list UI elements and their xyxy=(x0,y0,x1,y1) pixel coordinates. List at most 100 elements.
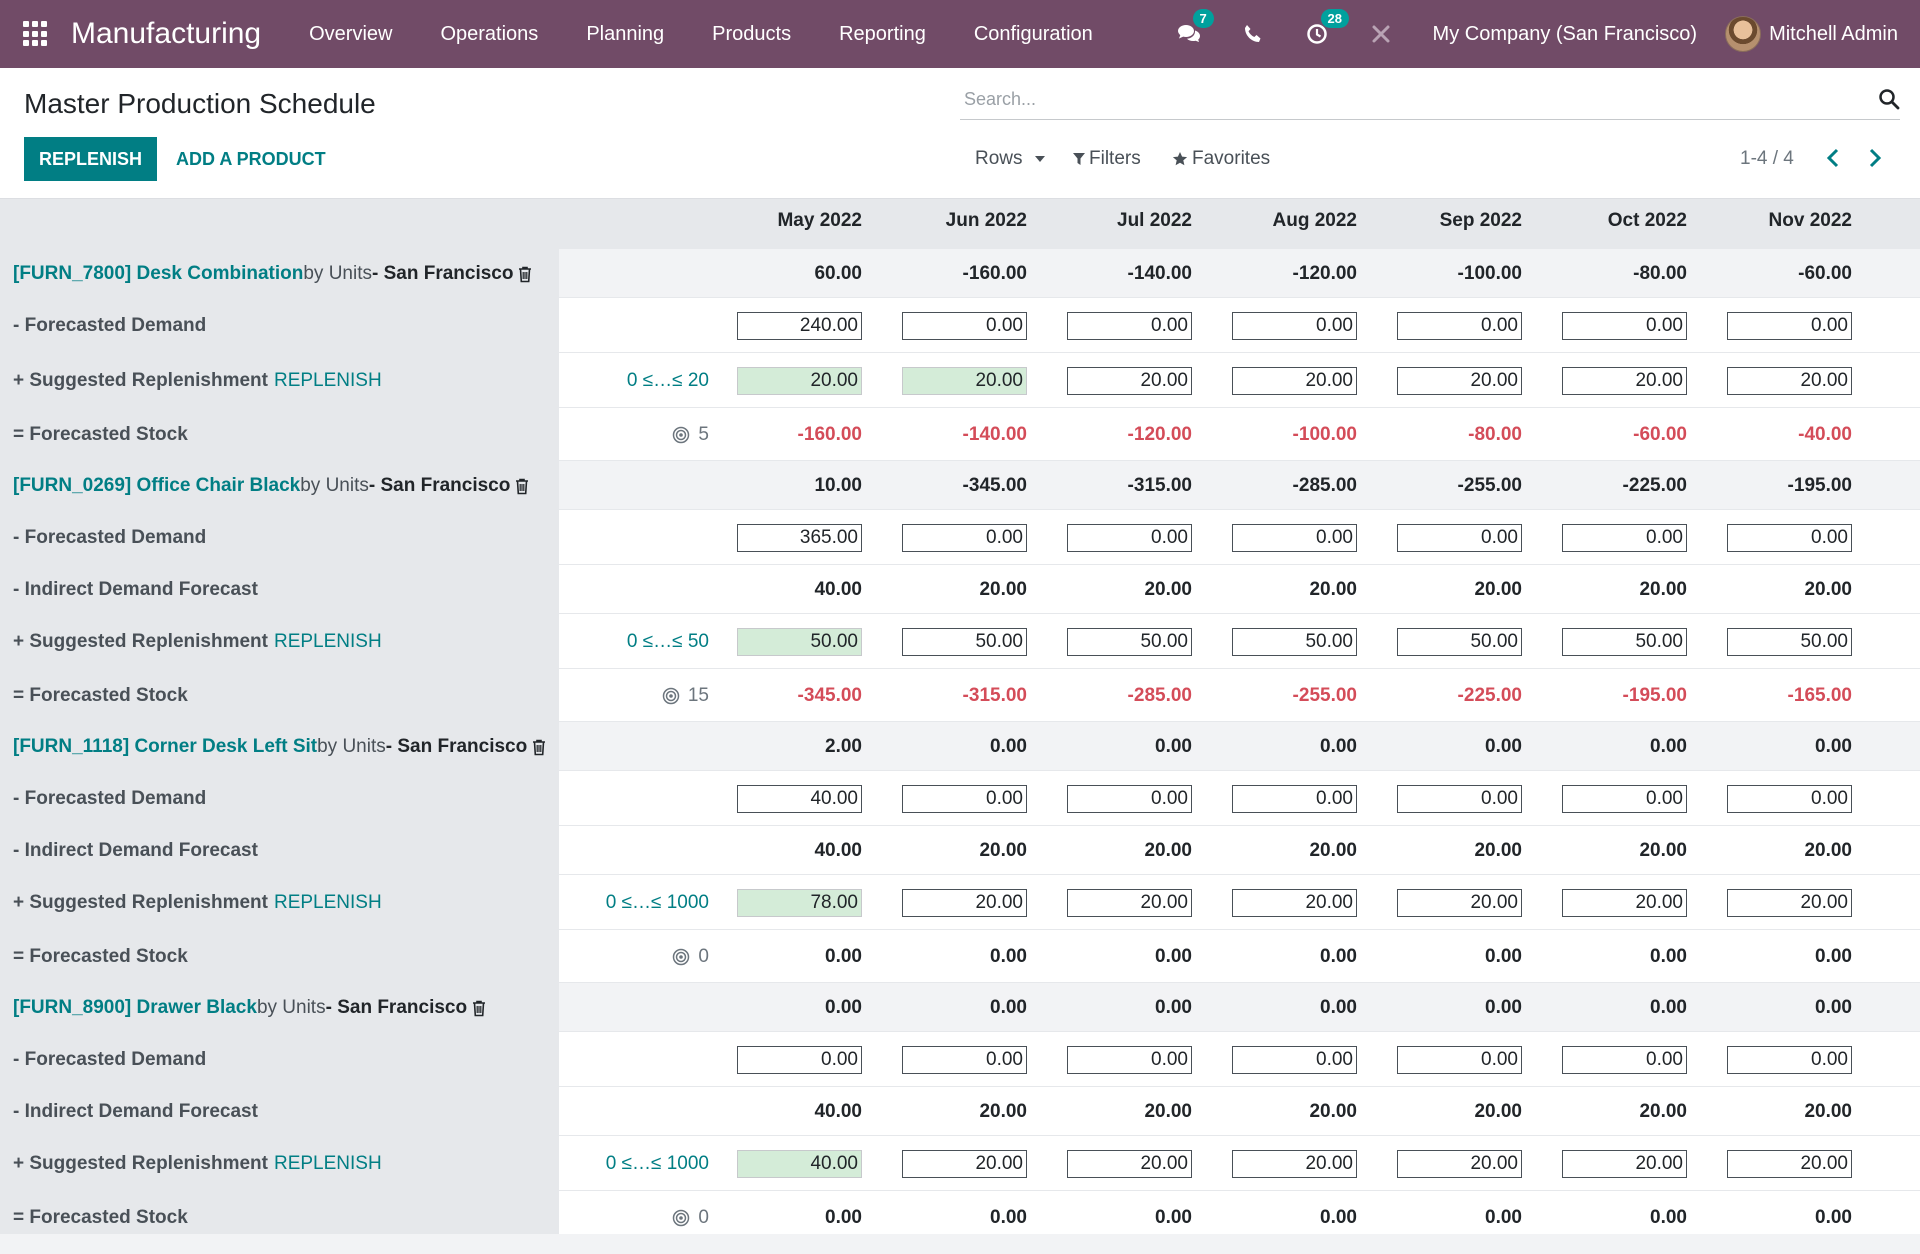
replenishment-input[interactable] xyxy=(902,366,1027,395)
safety-range-link[interactable]: 0 ≤…≤ 1000 xyxy=(605,891,709,913)
replenishment-input[interactable] xyxy=(1397,627,1522,656)
forecast-demand-input[interactable] xyxy=(1232,523,1357,552)
chevron-left-icon[interactable] xyxy=(1822,146,1846,170)
replenishment-input[interactable] xyxy=(1232,1149,1357,1178)
replenishment-input[interactable] xyxy=(737,627,862,656)
replenishment-input[interactable] xyxy=(1232,888,1357,917)
forecast-demand-input[interactable] xyxy=(902,311,1027,340)
replenishment-input[interactable] xyxy=(1562,366,1687,395)
forecast-demand-input[interactable] xyxy=(1067,1045,1192,1074)
menu-item-configuration[interactable]: Configuration xyxy=(973,22,1093,45)
replenishment-input[interactable] xyxy=(1562,888,1687,917)
replenish-link[interactable]: REPLENISH xyxy=(273,1152,382,1174)
replenishment-input[interactable] xyxy=(1067,627,1192,656)
forecast-demand-input[interactable] xyxy=(737,1045,862,1074)
add-product-button[interactable]: ADD A PRODUCT xyxy=(176,148,326,169)
row-label[interactable]: [FURN_8900] Drawer Black by Units - San … xyxy=(13,983,486,1032)
forecast-demand-input[interactable] xyxy=(902,784,1027,813)
forecast-demand-input[interactable] xyxy=(902,523,1027,552)
safety-range-link[interactable]: 0 ≤…≤ 50 xyxy=(626,630,709,652)
forecast-demand-input[interactable] xyxy=(902,1045,1027,1074)
replenish-link[interactable]: REPLENISH xyxy=(273,630,382,652)
product-name-link[interactable]: [FURN_1118] Corner Desk Left Sit xyxy=(13,735,318,757)
chat-icon[interactable]: 7 xyxy=(1176,9,1214,47)
menu-item-reporting[interactable]: Reporting xyxy=(839,22,926,45)
replenishment-input[interactable] xyxy=(1397,888,1522,917)
replenishment-input[interactable] xyxy=(737,1149,862,1178)
forecast-demand-input[interactable] xyxy=(737,523,862,552)
forecast-demand-input[interactable] xyxy=(1727,311,1852,340)
forecast-demand-input[interactable] xyxy=(1727,523,1852,552)
replenishment-input[interactable] xyxy=(1562,627,1687,656)
replenishment-input[interactable] xyxy=(737,366,862,395)
forecast-demand-input[interactable] xyxy=(1067,311,1192,340)
product-name-link[interactable]: [FURN_0269] Office Chair Black xyxy=(13,474,301,496)
filters-dropdown[interactable]: Filters xyxy=(1072,148,1141,170)
forecast-demand-input[interactable] xyxy=(1397,311,1522,340)
replenishment-input[interactable] xyxy=(902,1149,1027,1178)
forecast-demand-input[interactable] xyxy=(1562,523,1687,552)
row-label[interactable]: [FURN_7800] Desk Combination by Units - … xyxy=(13,249,532,298)
menu-item-overview[interactable]: Overview xyxy=(309,22,393,45)
forecast-demand-input[interactable] xyxy=(1727,1045,1852,1074)
replenishment-input[interactable] xyxy=(1562,1149,1687,1178)
replenishment-input[interactable] xyxy=(1397,366,1522,395)
row-label[interactable]: [FURN_1118] Corner Desk Left Sit by Unit… xyxy=(13,722,546,771)
app-brand[interactable]: Manufacturing xyxy=(71,17,262,50)
favorites-dropdown[interactable]: Favorites xyxy=(1172,148,1270,170)
search-input[interactable] xyxy=(960,80,1860,118)
forecast-demand-input[interactable] xyxy=(1397,523,1522,552)
replenishment-input[interactable] xyxy=(902,627,1027,656)
forecast-demand-input[interactable] xyxy=(737,784,862,813)
search-icon[interactable] xyxy=(1878,88,1900,110)
replenishment-input[interactable] xyxy=(902,888,1027,917)
forecast-demand-input[interactable] xyxy=(737,311,862,340)
forecast-demand-input[interactable] xyxy=(1397,784,1522,813)
replenish-link[interactable]: REPLENISH xyxy=(273,891,382,913)
replenishment-input[interactable] xyxy=(1067,366,1192,395)
replenishment-input[interactable] xyxy=(1067,1149,1192,1178)
replenishment-input[interactable] xyxy=(1232,627,1357,656)
pager-value[interactable]: 1-4 / 4 xyxy=(1740,148,1794,169)
menu-item-operations[interactable]: Operations xyxy=(440,22,539,45)
phone-icon[interactable] xyxy=(1240,21,1266,47)
replenishment-input[interactable] xyxy=(1232,366,1357,395)
forecast-demand-input[interactable] xyxy=(1562,311,1687,340)
company-switcher[interactable]: My Company (San Francisco) xyxy=(1432,22,1698,45)
forecast-demand-input[interactable] xyxy=(1397,1045,1522,1074)
apps-grid-icon[interactable] xyxy=(23,21,49,47)
clock-icon[interactable]: 28 xyxy=(1304,9,1349,47)
trash-icon[interactable] xyxy=(515,478,529,495)
replenishment-input[interactable] xyxy=(737,888,862,917)
product-name-link[interactable]: [FURN_8900] Drawer Black xyxy=(13,996,257,1018)
forecast-demand-input[interactable] xyxy=(1562,1045,1687,1074)
replenish-link[interactable]: REPLENISH xyxy=(273,369,382,391)
safety-range-link[interactable]: 0 ≤…≤ 1000 xyxy=(605,1152,709,1174)
user-menu[interactable]: Mitchell Admin xyxy=(1725,16,1898,52)
forecast-demand-input[interactable] xyxy=(1232,311,1357,340)
chevron-right-icon[interactable] xyxy=(1862,146,1886,170)
product-name-link[interactable]: [FURN_7800] Desk Combination xyxy=(13,262,304,284)
replenishment-input[interactable] xyxy=(1727,627,1852,656)
menu-item-products[interactable]: Products xyxy=(712,22,792,45)
row-label[interactable]: [FURN_0269] Office Chair Black by Units … xyxy=(13,461,529,510)
forecast-demand-input[interactable] xyxy=(1232,1045,1357,1074)
forecast-demand-input[interactable] xyxy=(1067,784,1192,813)
replenishment-input[interactable] xyxy=(1067,888,1192,917)
menu-item-planning[interactable]: Planning xyxy=(586,22,665,45)
trash-icon[interactable] xyxy=(518,266,532,283)
replenishment-input[interactable] xyxy=(1397,1149,1522,1178)
safety-range-link[interactable]: 0 ≤…≤ 20 xyxy=(626,369,709,391)
debug-tools-icon[interactable] xyxy=(1368,21,1394,47)
replenish-button[interactable]: REPLENISH xyxy=(24,137,158,181)
forecast-demand-input[interactable] xyxy=(1562,784,1687,813)
forecast-demand-input[interactable] xyxy=(1067,523,1192,552)
replenishment-input[interactable] xyxy=(1727,1149,1852,1178)
forecast-demand-input[interactable] xyxy=(1232,784,1357,813)
trash-icon[interactable] xyxy=(472,1000,486,1017)
trash-icon[interactable] xyxy=(532,739,546,756)
replenishment-input[interactable] xyxy=(1727,888,1852,917)
forecast-demand-input[interactable] xyxy=(1727,784,1852,813)
rows-dropdown[interactable]: Rows xyxy=(975,148,1047,170)
replenishment-input[interactable] xyxy=(1727,366,1852,395)
